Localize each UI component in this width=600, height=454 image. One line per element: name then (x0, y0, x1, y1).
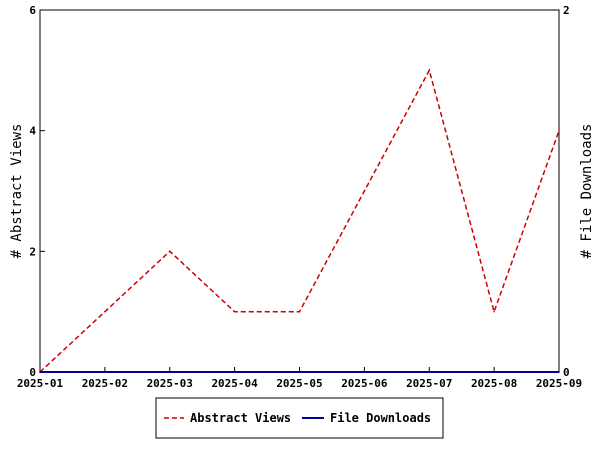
y-axis-title: # Abstract Views (9, 124, 25, 259)
x-tick-label: 2025-01 (17, 377, 64, 390)
data-point-abstract-views (168, 250, 171, 253)
series-line-abstract-views (39, 68, 560, 373)
plot-area (39, 9, 560, 373)
data-point-abstract-views (558, 129, 560, 132)
y-tick-label: 0 (29, 366, 36, 379)
y2-axis-title: # File Downloads (579, 124, 595, 259)
x-tick-label: 2025-08 (471, 377, 517, 390)
data-point-abstract-views (493, 310, 495, 313)
x-tick-label: 2025-02 (82, 377, 128, 390)
legend-label-abstract-views: Abstract Views (190, 411, 291, 425)
x-tick-label: 2025-04 (211, 377, 258, 390)
x-tick-label: 2025-05 (276, 377, 322, 390)
x-tick-label: 2025-07 (406, 377, 452, 390)
data-point-abstract-views (363, 190, 366, 192)
data-point-file-downloads (363, 371, 366, 373)
y2-tick-label: 2 (563, 4, 570, 17)
x-tick-label: 2025-03 (147, 377, 193, 390)
y2-axis-ticks: 02 (554, 4, 570, 379)
legend-box (155, 397, 444, 439)
data-point-file-downloads (493, 371, 495, 373)
data-point-file-downloads (428, 371, 431, 373)
data-point-file-downloads (168, 371, 171, 373)
y-tick-label: 2 (29, 245, 36, 258)
data-point-file-downloads (298, 371, 301, 373)
data-point-file-downloads (39, 371, 41, 373)
data-point-abstract-views (233, 310, 236, 313)
legend-label-file-downloads: File Downloads (330, 411, 431, 425)
series-layer (39, 68, 560, 373)
x-axis-ticks: 2025-01 2025-02 2025-03 2025-04 2025-05 2025-… (17, 367, 582, 390)
data-point-file-downloads (233, 371, 236, 373)
y-tick-label: 4 (29, 125, 36, 138)
data-point-abstract-views (428, 69, 431, 72)
data-point-abstract-views (298, 310, 301, 313)
x-tick-label: 2025-06 (341, 377, 388, 390)
data-point-abstract-views (104, 310, 106, 313)
y-tick-label: 6 (29, 4, 36, 17)
legend: Abstract Views File Downloads (155, 397, 444, 439)
data-point-file-downloads (558, 371, 560, 373)
y2-tick-label: 0 (563, 366, 570, 379)
data-point-file-downloads (104, 371, 106, 373)
x-tick-label: 2025-09 (536, 377, 582, 390)
y-axis-ticks: 0 2 4 6 (29, 4, 45, 379)
